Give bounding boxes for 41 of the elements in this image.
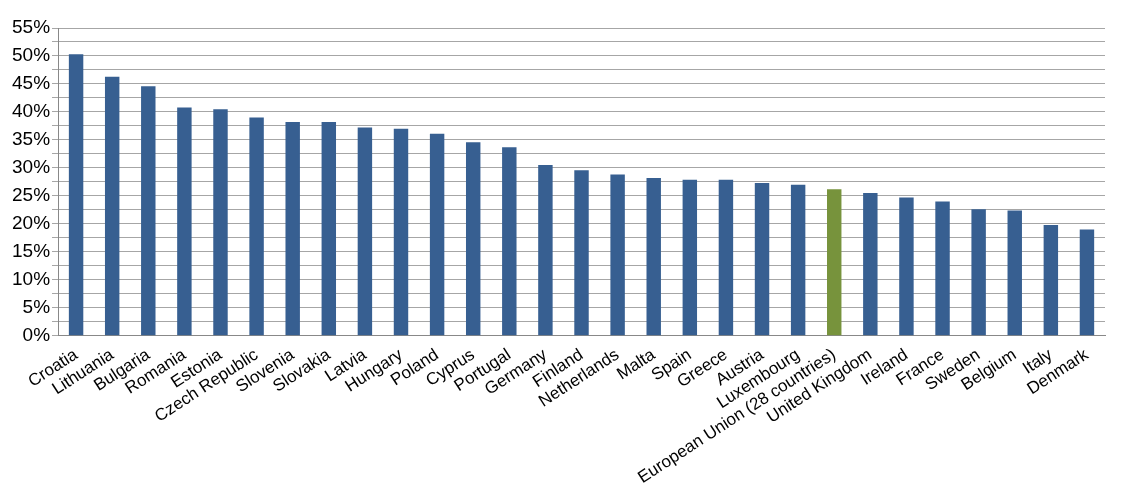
bar — [538, 165, 553, 336]
bar — [935, 201, 950, 336]
y-tick-label: 15% — [12, 240, 51, 262]
bar — [682, 179, 698, 336]
bar — [177, 107, 192, 336]
bar — [68, 54, 84, 336]
bar — [790, 184, 806, 336]
bar — [718, 179, 734, 336]
y-tick-label: 50% — [12, 44, 51, 66]
bar — [502, 147, 517, 336]
bar — [574, 170, 589, 336]
bar — [1043, 224, 1059, 336]
y-tick-label: 40% — [12, 100, 51, 122]
bar — [1079, 229, 1095, 336]
bar — [1007, 210, 1022, 336]
y-tick-label: 30% — [12, 156, 51, 178]
y-tick-label: 45% — [12, 72, 51, 94]
bar — [646, 177, 661, 336]
y-tick-label: 55% — [12, 16, 51, 38]
bar — [429, 133, 445, 336]
y-tick-label: 10% — [12, 268, 51, 290]
bar — [104, 76, 120, 336]
bar — [863, 193, 878, 336]
bar — [610, 174, 625, 336]
bar — [285, 122, 300, 336]
bar — [141, 86, 156, 336]
bar — [321, 122, 337, 336]
bar — [465, 142, 481, 336]
y-tick-label: 35% — [12, 128, 51, 150]
bar — [357, 127, 373, 336]
y-tick-label: 20% — [12, 212, 51, 234]
bar — [899, 197, 914, 336]
bar — [827, 189, 842, 336]
bar — [393, 128, 409, 336]
bar — [971, 209, 986, 336]
bar — [754, 183, 770, 336]
bar — [249, 117, 264, 336]
y-tick-label: 0% — [22, 324, 51, 346]
y-tick-label: 5% — [22, 296, 51, 318]
bar — [213, 109, 228, 336]
y-tick-label: 25% — [12, 184, 51, 206]
